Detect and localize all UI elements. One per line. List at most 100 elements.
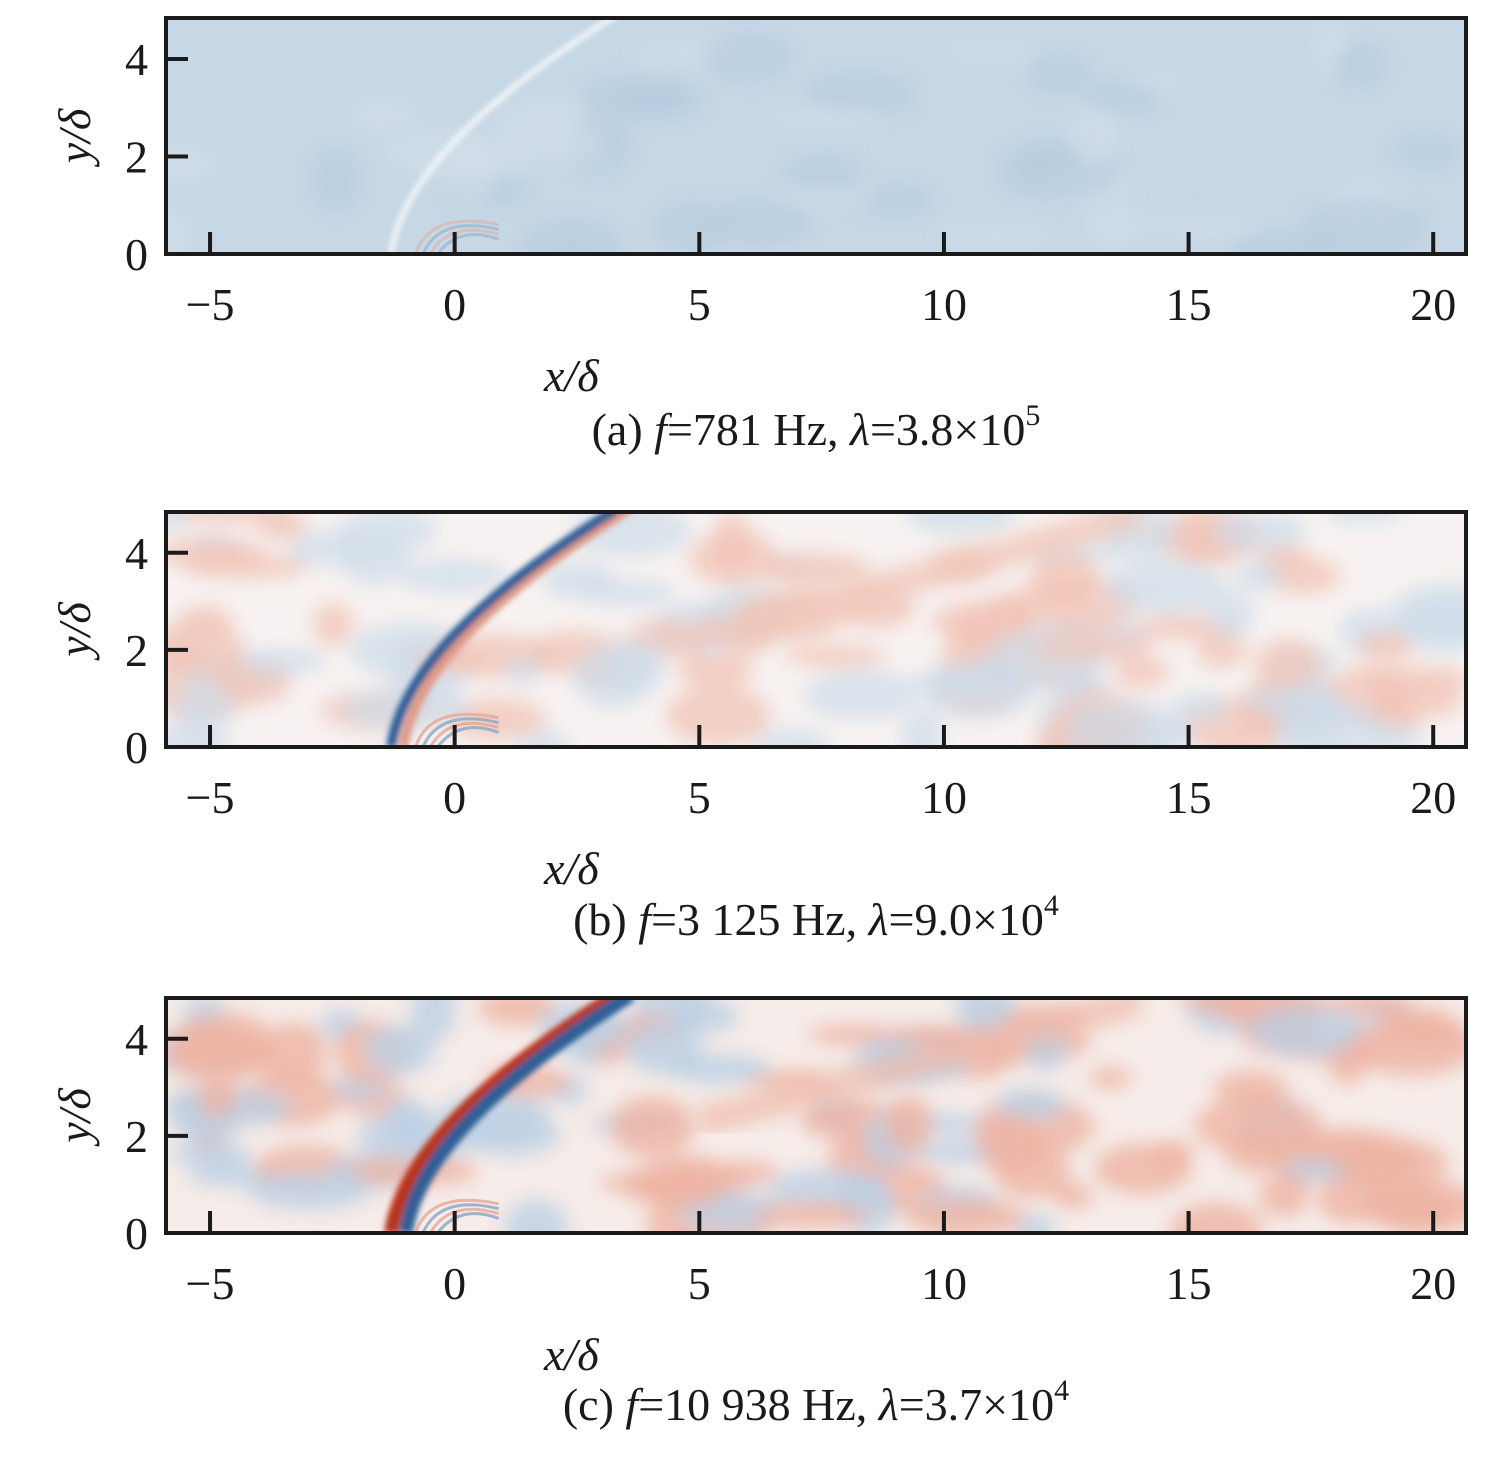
caption-frequency: =3 125 Hz, <box>651 894 869 945</box>
bubble-ripple <box>436 726 500 747</box>
panel-b: −5 0 5 10 15 20 0 2 4 x/δ y/δ (b) f=3 125 Hz, λ=9.0… <box>49 510 1468 945</box>
shock-line-negative <box>386 512 619 747</box>
x-tick-label: 0 <box>443 279 466 330</box>
field-patch <box>753 1201 870 1228</box>
field-patch <box>907 512 1016 536</box>
caption-lambda: =9.0×10 <box>889 894 1044 945</box>
field-patch <box>1304 196 1425 254</box>
x-tick-label: 10 <box>921 1258 967 1309</box>
y-tick-label: 0 <box>125 722 148 773</box>
field-patch <box>1272 680 1345 744</box>
field-patch <box>1325 512 1402 523</box>
field-patches <box>166 512 1466 747</box>
field-patch <box>656 203 729 252</box>
field-patch <box>1081 202 1147 248</box>
bubble-ripple <box>436 1212 500 1233</box>
field-patch <box>166 537 264 569</box>
field-patch <box>287 530 371 567</box>
y-tick-label: 4 <box>125 1014 148 1065</box>
field-patch <box>1210 512 1307 552</box>
field-b <box>166 512 1466 747</box>
field-patch <box>312 602 354 647</box>
field-patch <box>1194 1097 1322 1155</box>
field-patch <box>504 1199 568 1233</box>
field-patch <box>522 221 620 254</box>
bubble-ripple <box>428 1207 500 1233</box>
field-patch <box>399 559 509 593</box>
field-patch <box>986 590 1032 624</box>
field-patch <box>314 150 358 210</box>
y-axis-label: y/δ <box>49 602 100 661</box>
y-tick-label: 2 <box>125 131 148 182</box>
field-patch <box>677 651 754 690</box>
field-patch <box>712 200 810 244</box>
y-tick-label: 4 <box>125 34 148 85</box>
x-tick-label: 10 <box>921 772 967 823</box>
field-patch <box>1179 998 1257 1013</box>
field-patch <box>197 1080 238 1118</box>
field-patch <box>1029 55 1091 93</box>
axes-frame <box>164 996 1468 1235</box>
y-tick-label: 0 <box>125 229 148 280</box>
field-patch <box>166 142 222 185</box>
field-patch <box>1082 82 1161 112</box>
field-c <box>166 998 1466 1233</box>
panel-caption: (c) f=10 938 Hz, λ=3.7×104 <box>563 1374 1069 1430</box>
field-patch <box>1232 561 1284 591</box>
field-patch <box>909 668 1030 696</box>
bubble-ripple <box>414 1198 500 1233</box>
field-patch <box>752 728 830 747</box>
panel-caption: (a) f=781 Hz, λ=3.8×105 <box>592 399 1041 455</box>
field-patch <box>1030 550 1100 609</box>
field-patch <box>665 685 772 746</box>
x-tick-label: 5 <box>688 279 711 330</box>
bubble-ripple <box>421 1203 500 1233</box>
field-patch <box>900 709 944 747</box>
field-patch <box>1169 1202 1264 1233</box>
shock-wave <box>384 998 635 1233</box>
bubble-ripple <box>421 717 500 747</box>
field-patch <box>541 560 616 600</box>
field-patch <box>166 618 245 677</box>
field-background <box>166 18 1466 254</box>
axes-frame <box>164 510 1468 749</box>
x-axis-label: x/δ <box>543 350 599 401</box>
field-patch <box>1142 213 1257 237</box>
x-axis-label: x/δ <box>543 843 599 894</box>
caption-label: (b) <box>573 894 638 945</box>
field-patch <box>1033 631 1154 660</box>
field-patch <box>170 1141 252 1167</box>
field-patch <box>714 1161 779 1185</box>
field-patch <box>344 94 418 134</box>
field-patch <box>976 1114 1044 1175</box>
field-patch <box>884 1094 933 1155</box>
field-patch <box>501 129 608 163</box>
y-axis-label: y/δ <box>49 108 100 167</box>
panel-a: −5 0 5 10 15 20 0 2 4 x/δ y/δ (a) f=781 Hz, λ=3.8×1… <box>49 16 1468 455</box>
field-a <box>166 18 1466 254</box>
field-patch <box>449 146 496 201</box>
caption-frequency: =10 938 Hz, <box>638 1379 879 1430</box>
field-patch <box>1253 639 1322 692</box>
x-tick-label: −5 <box>186 279 235 330</box>
field-patch <box>623 1162 726 1208</box>
caption-lambda-symbol: λ <box>848 404 870 455</box>
field-patch <box>1051 1182 1094 1209</box>
caption-lambda-exponent: 4 <box>1044 889 1059 922</box>
x-tick-label: 20 <box>1410 772 1456 823</box>
bubble-ripple <box>436 232 500 254</box>
shock-line-positive <box>384 998 620 1233</box>
field-patch <box>1356 630 1415 662</box>
field-patch <box>363 1024 436 1075</box>
bubble-ripple <box>428 228 500 254</box>
field-patch <box>1089 1067 1132 1089</box>
field-patch <box>1249 1005 1367 1057</box>
x-tick-label: −5 <box>186 1258 235 1309</box>
field-patch <box>906 1198 1027 1233</box>
field-patch <box>1170 692 1231 722</box>
field-patch <box>579 77 703 121</box>
field-patch <box>941 39 1035 66</box>
field-patch <box>519 729 569 747</box>
x-tick-label: 20 <box>1410 279 1456 330</box>
